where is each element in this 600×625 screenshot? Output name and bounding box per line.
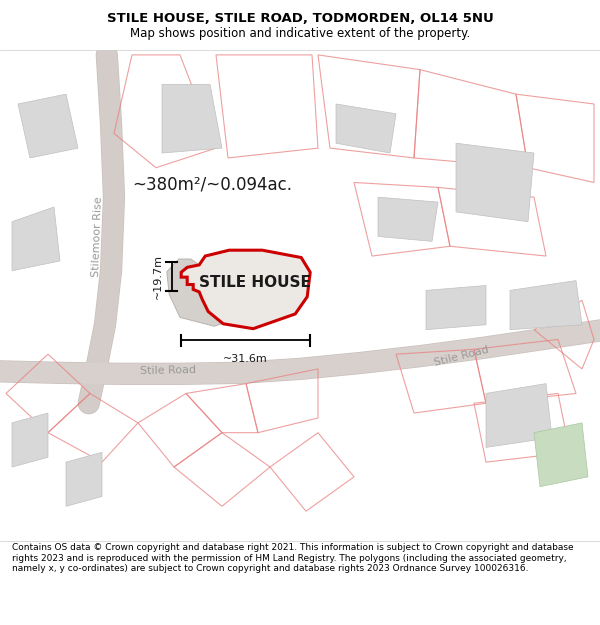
Polygon shape (162, 84, 222, 153)
Text: STILE HOUSE, STILE ROAD, TODMORDEN, OL14 5NU: STILE HOUSE, STILE ROAD, TODMORDEN, OL14… (107, 12, 493, 26)
Polygon shape (18, 94, 78, 158)
Polygon shape (12, 413, 48, 467)
Polygon shape (12, 207, 60, 271)
Polygon shape (336, 104, 396, 153)
Text: Stile Road: Stile Road (140, 366, 196, 376)
Text: Map shows position and indicative extent of the property.: Map shows position and indicative extent… (130, 27, 470, 40)
Polygon shape (534, 423, 588, 487)
Polygon shape (181, 250, 310, 329)
Polygon shape (167, 259, 229, 326)
Polygon shape (510, 281, 582, 329)
Polygon shape (486, 384, 552, 448)
Polygon shape (378, 198, 438, 241)
Text: ~19.7m: ~19.7m (152, 254, 163, 299)
Polygon shape (456, 143, 534, 222)
Text: Stilemoor Rise: Stilemoor Rise (91, 196, 104, 277)
Text: ~31.6m: ~31.6m (223, 354, 268, 364)
Text: Contains OS data © Crown copyright and database right 2021. This information is : Contains OS data © Crown copyright and d… (12, 543, 574, 573)
Polygon shape (66, 452, 102, 506)
Text: Stile Road: Stile Road (434, 345, 490, 368)
Text: ~380m²/~0.094ac.: ~380m²/~0.094ac. (132, 176, 292, 194)
Text: STILE HOUSE: STILE HOUSE (199, 274, 311, 289)
Polygon shape (426, 286, 486, 329)
